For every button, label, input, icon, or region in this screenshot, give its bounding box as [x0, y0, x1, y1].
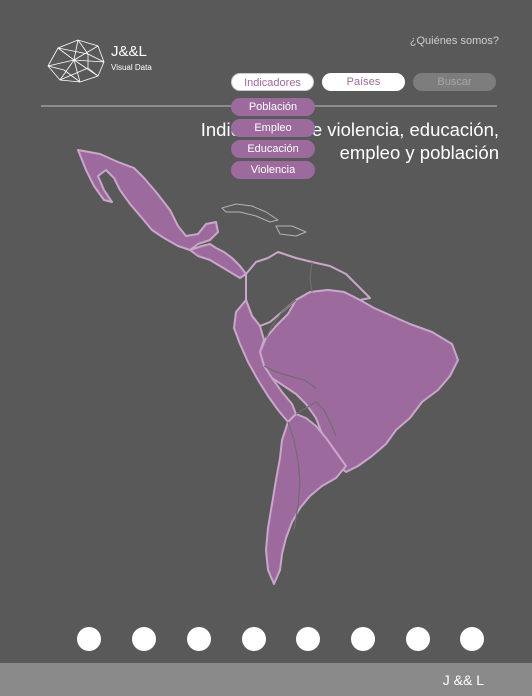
- headline-line-2: empleo y población: [339, 142, 499, 163]
- buscar-button[interactable]: Buscar: [413, 73, 496, 91]
- dropdown-item-violencia[interactable]: Violencia: [231, 161, 315, 179]
- pagination-dot-4[interactable]: [242, 627, 266, 651]
- dropdown-item-poblacion[interactable]: Población: [231, 98, 315, 116]
- latin-america-map[interactable]: [60, 140, 500, 600]
- pagination-dot-1[interactable]: [77, 627, 101, 651]
- dropdown-item-empleo[interactable]: Empleo: [231, 119, 315, 137]
- indicadores-button[interactable]: Indicadores: [231, 73, 314, 91]
- page-footer: J && L: [0, 663, 532, 696]
- about-link[interactable]: ¿Quiénes somos?: [409, 35, 499, 47]
- map-southern-cone: [265, 413, 347, 585]
- map-mexico: [77, 149, 219, 251]
- pagination-dot-2[interactable]: [132, 627, 156, 651]
- brand-name: J&&L: [111, 43, 147, 60]
- footer-text: J && L: [442, 672, 484, 688]
- pagination-dot-3[interactable]: [187, 627, 211, 651]
- brand-logo[interactable]: J&&L Visual Data: [44, 38, 174, 84]
- map-cuba: [221, 203, 279, 223]
- pagination-dot-8[interactable]: [460, 627, 484, 651]
- paises-button[interactable]: Países: [322, 73, 405, 91]
- brand-tagline: Visual Data: [111, 63, 152, 72]
- map-central-america: [189, 243, 247, 279]
- pagination-dot-6[interactable]: [351, 627, 375, 651]
- map-caribbean-islands: [275, 225, 307, 237]
- pagination-dot-5[interactable]: [296, 627, 320, 651]
- dropdown-item-educacion[interactable]: Educación: [231, 140, 315, 158]
- network-globe-icon: [47, 39, 105, 83]
- pagination-dot-7[interactable]: [406, 627, 430, 651]
- headline-line-1: Indicadores de violencia, educación,: [200, 119, 499, 140]
